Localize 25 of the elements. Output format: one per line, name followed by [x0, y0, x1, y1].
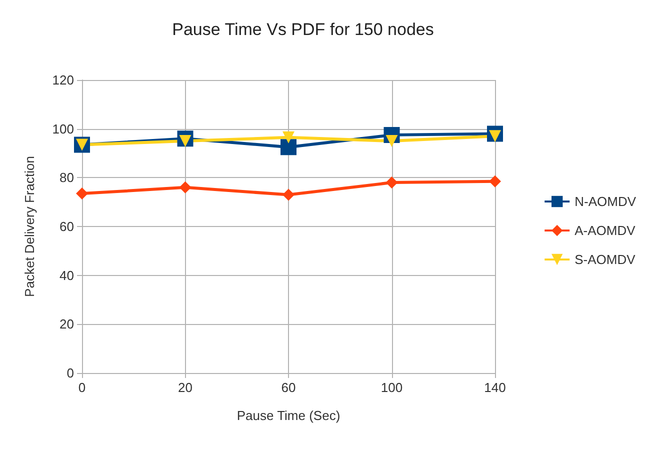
point [179, 181, 192, 194]
x-axis-title: Pause Time (Sec) [236, 408, 340, 423]
y-tick-label: 60 [60, 219, 74, 234]
y-axis-title: Packet Delivery Fraction [22, 156, 37, 297]
legend-label: A-AOMDV [574, 223, 636, 238]
y-tick-label: 40 [60, 268, 74, 283]
y-tick-label: 100 [52, 121, 74, 136]
point [386, 176, 398, 189]
x-tick-label: 0 [78, 380, 86, 395]
y-tick-label: 20 [60, 316, 74, 332]
x-tick-label: 100 [380, 380, 403, 395]
y-tick-label: 80 [60, 170, 74, 186]
legend-label: S-AOMDV [574, 252, 636, 267]
x-tick-label: 20 [178, 380, 192, 395]
y-tick-label: 0 [66, 366, 74, 380]
legend-label: N-AOMDV [574, 194, 636, 209]
point [489, 175, 501, 188]
y-tick-label: 120 [52, 72, 74, 88]
x-tick-label: 140 [484, 380, 506, 395]
point [282, 188, 294, 201]
point [76, 188, 88, 200]
chart-title: Pause Time Vs PDF for 150 nodes [172, 20, 434, 39]
point [282, 131, 294, 144]
point [280, 139, 296, 156]
x-tick-label: 60 [281, 380, 296, 395]
